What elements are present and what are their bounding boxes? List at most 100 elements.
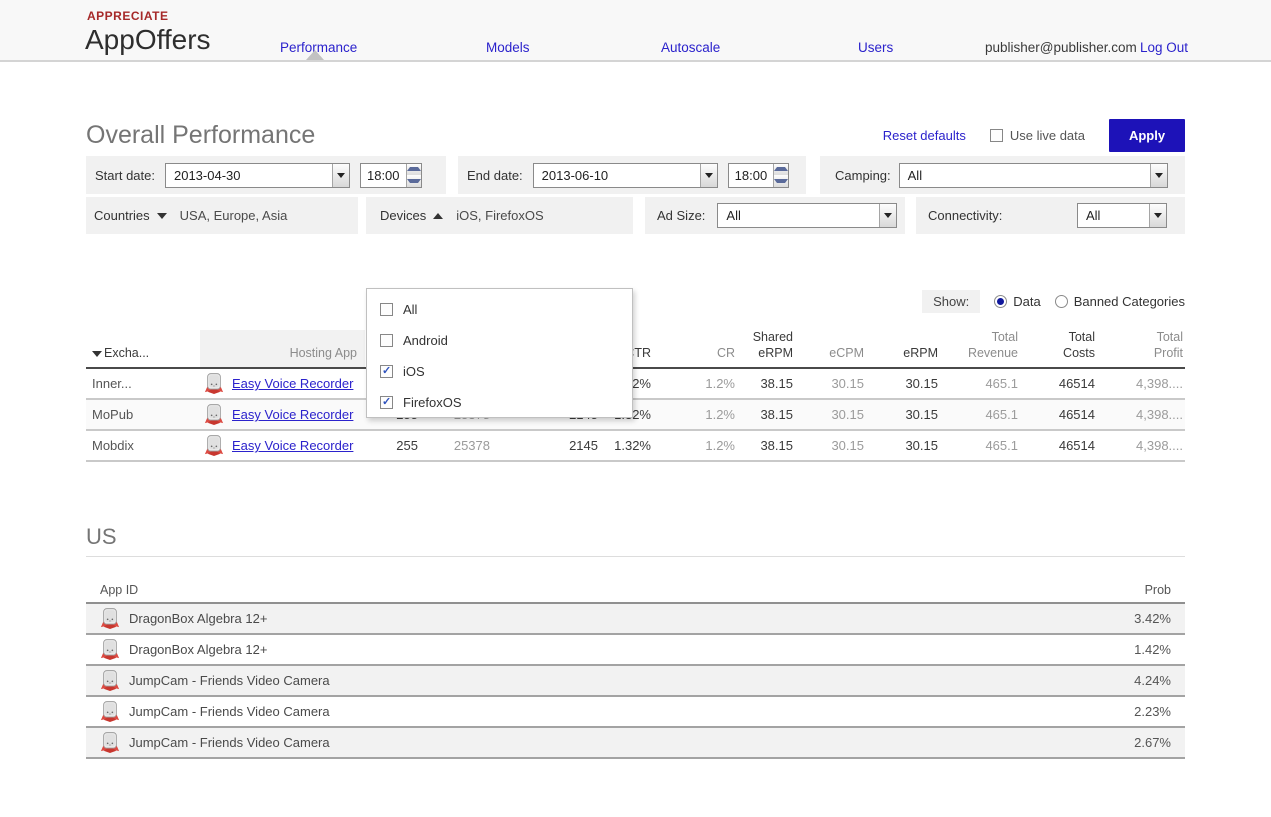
connectivity-select[interactable]: All (1077, 203, 1167, 228)
start-date-group: Start date: 2013-04-30 18:00 (86, 156, 446, 194)
dropdown-arrow-icon[interactable] (1149, 204, 1166, 227)
main-content: Overall Performance Reset defaults Use l… (0, 116, 1271, 760)
app-name: JumpCam - Friends Video Camera (129, 673, 330, 689)
devices-dropdown-toggle[interactable]: Devices iOS, FirefoxOS (366, 197, 633, 234)
prob-value: 4.24% (886, 665, 1185, 698)
cell-total-revenue: 465.1 (940, 430, 1020, 463)
logout-link[interactable]: Log Out (1140, 40, 1189, 55)
exchange-name: Inner... (86, 368, 200, 401)
hosting-app-link[interactable]: Easy Voice Recorder (232, 376, 354, 392)
app-icon (204, 372, 224, 395)
cell-total-costs: 46514 (1020, 430, 1097, 463)
ad-size-select[interactable]: All (717, 203, 897, 228)
table-row: Inner... Easy Voice Recorder 255 25378 2… (86, 368, 1185, 401)
nav-performance[interactable]: Performance (280, 40, 358, 55)
column-header-prob: Prob (886, 581, 1185, 605)
column-header-erpm[interactable]: eRPM (866, 330, 940, 370)
cell-value: 255 (365, 430, 420, 463)
ad-size-group: Ad Size: All (645, 197, 905, 234)
cell-ecpm: 30.15 (795, 430, 866, 463)
active-tab-pointer-icon (306, 50, 324, 60)
dropdown-arrow-icon[interactable] (1150, 163, 1167, 187)
devices-value: iOS, FirefoxOS (456, 208, 544, 223)
radio-banned-categories[interactable] (1054, 294, 1068, 308)
device-option-android[interactable]: Android (367, 325, 632, 356)
cell-total-profit: 4,398.... (1097, 368, 1185, 401)
cell-erpm: 30.15 (866, 399, 940, 432)
end-date-select[interactable]: 2013-06-10 (532, 162, 718, 188)
cell-erpm: 30.15 (866, 368, 940, 401)
start-time-spinner[interactable]: 18:00 (359, 162, 422, 188)
use-live-data-checkbox[interactable] (989, 128, 1003, 142)
caret-up-icon (433, 212, 444, 219)
cell-erpm: 30.15 (866, 430, 940, 463)
column-header-cr[interactable]: CR (653, 330, 737, 370)
device-option-ios[interactable]: iOS (367, 356, 632, 387)
list-item: DragonBox Algebra 12+ 3.42% (86, 603, 1185, 636)
list-item: DragonBox Algebra 12+ 1.42% (86, 634, 1185, 667)
column-header-total-revenue[interactable]: Total Revenue (940, 330, 1020, 370)
dropdown-arrow-icon[interactable] (879, 204, 896, 227)
checkbox[interactable] (380, 396, 393, 409)
nav-autoscale[interactable]: Autoscale (661, 40, 721, 55)
column-header-ecpm[interactable]: eCPM (795, 330, 866, 370)
use-live-data-label: Use live data (1009, 127, 1085, 143)
camping-select[interactable]: All (898, 162, 1168, 188)
countries-value: USA, Europe, Asia (179, 208, 288, 223)
cell-cr: 1.2% (653, 399, 737, 432)
show-label: Show: (922, 289, 981, 313)
radio-data[interactable] (994, 294, 1008, 308)
end-time-spinner[interactable]: 18:00 (727, 162, 790, 188)
column-header-total-profit[interactable]: Total Profit (1097, 330, 1185, 370)
column-header-shared-erpm[interactable]: Shared eRPM (737, 330, 795, 370)
caret-down-icon (156, 212, 167, 219)
checkbox[interactable] (380, 303, 393, 316)
show-option-data[interactable]: Data (994, 294, 1041, 309)
start-date-select[interactable]: 2013-04-30 (164, 162, 350, 188)
show-option-banned-categories[interactable]: Banned Categories (1054, 294, 1185, 309)
spinner-down-icon[interactable] (406, 175, 421, 187)
prob-value: 3.42% (886, 603, 1185, 636)
device-option-all[interactable]: All (367, 294, 632, 325)
column-header-hosting-app[interactable]: Hosting App (200, 330, 365, 370)
spinner-down-icon[interactable] (774, 175, 789, 187)
cell-value: 25378 (420, 430, 492, 463)
cell-cr: 1.2% (653, 430, 737, 463)
countries-dropdown-toggle[interactable]: Countries USA, Europe, Asia (86, 197, 358, 234)
us-table: App ID Prob DragonBox Algebra 12+ 3.42% … (86, 581, 1185, 760)
nav-models[interactable]: Models (486, 40, 530, 55)
use-live-data-toggle[interactable]: Use live data (989, 127, 1085, 143)
list-item: JumpCam - Friends Video Camera 2.67% (86, 727, 1185, 760)
reset-defaults-link[interactable]: Reset defaults (882, 127, 966, 143)
user-email: publisher@publisher.com (985, 40, 1137, 55)
end-date-group: End date: 2013-06-10 18:00 (458, 156, 806, 194)
app-icon (100, 638, 120, 661)
app-icon (100, 669, 120, 692)
countries-label: Countries (94, 208, 150, 223)
spinner-up-icon[interactable] (774, 163, 789, 175)
hosting-app-link[interactable]: Easy Voice Recorder (232, 438, 354, 454)
dropdown-arrow-icon[interactable] (331, 163, 349, 187)
app-icon (100, 731, 120, 754)
cell-ecpm: 30.15 (795, 399, 866, 432)
column-header-total-costs[interactable]: Total Costs (1020, 330, 1097, 370)
nav-users[interactable]: Users (858, 40, 894, 55)
connectivity-group: Connectivity: All (916, 197, 1185, 234)
cell-total-costs: 46514 (1020, 368, 1097, 401)
app-name: DragonBox Algebra 12+ (129, 611, 268, 627)
checkbox[interactable] (380, 334, 393, 347)
apply-button[interactable]: Apply (1109, 118, 1185, 152)
column-header-exchange[interactable]: Excha... (86, 330, 200, 370)
cell-shared-erpm: 38.15 (737, 399, 795, 432)
spinner-up-icon[interactable] (406, 163, 421, 175)
app-name: JumpCam - Friends Video Camera (129, 704, 330, 720)
exchange-name: MoPub (86, 399, 200, 432)
list-item: JumpCam - Friends Video Camera 2.23% (86, 696, 1185, 729)
checkbox[interactable] (380, 365, 393, 378)
app-header: APPRECIATE AppOffers Performance Models … (0, 0, 1271, 62)
cell-total-revenue: 465.1 (940, 368, 1020, 401)
hosting-app-link[interactable]: Easy Voice Recorder (232, 407, 354, 423)
device-option-firefoxos[interactable]: FirefoxOS (367, 387, 632, 418)
dropdown-arrow-icon[interactable] (699, 163, 717, 187)
cell-total-revenue: 465.1 (940, 399, 1020, 432)
